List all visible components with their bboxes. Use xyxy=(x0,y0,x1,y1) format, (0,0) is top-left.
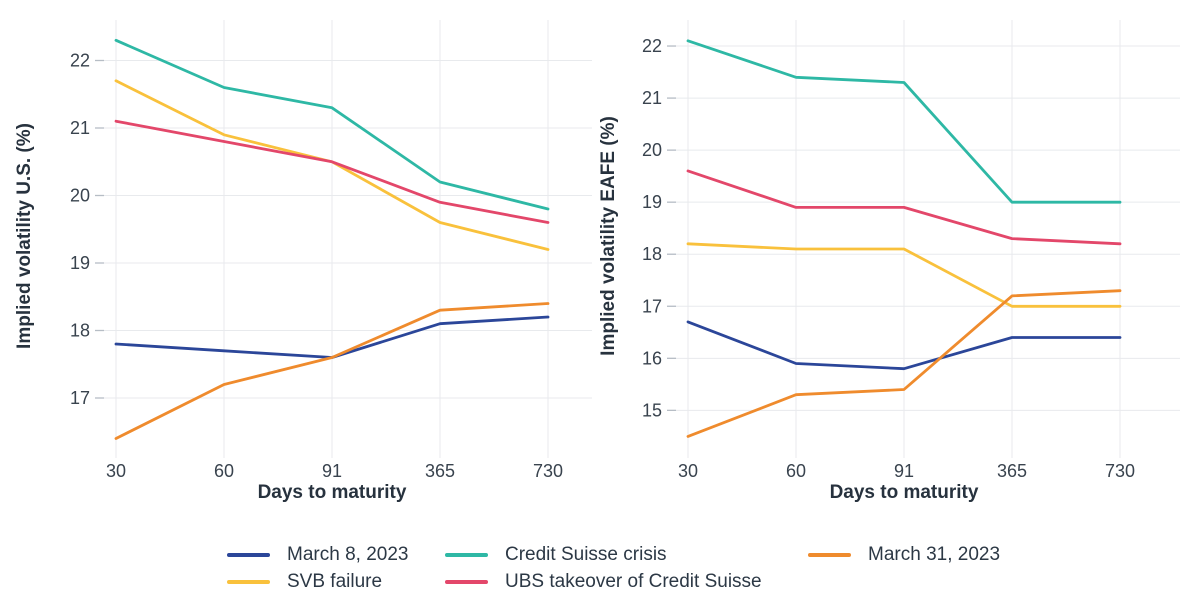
legend-label: March 31, 2023 xyxy=(868,543,1001,565)
series-line-march-31-2023 xyxy=(686,289,1122,438)
legend-column: Credit Suisse crisis UBS takeover of Cred… xyxy=(445,541,762,595)
y-tick-label: 18 xyxy=(70,321,90,341)
x-tick-label: 30 xyxy=(106,461,126,481)
x-axis-title: Days to maturity xyxy=(830,482,979,503)
legend-swatch-icon xyxy=(227,579,270,584)
series-line-credit-suisse-crisis xyxy=(114,38,550,211)
y-tick-label: 15 xyxy=(642,400,662,420)
y-tick-label: 18 xyxy=(642,244,662,264)
y-tick-label: 17 xyxy=(642,296,662,316)
charts-canvas: 17 18 19 20 21 22 30 60 91 365 730 Implied volatili… xyxy=(14,20,1180,503)
x-tick-label: 30 xyxy=(678,461,698,481)
y-axis-title: Implied volatility U.S. (%) xyxy=(14,123,35,349)
x-tick-label: 60 xyxy=(214,461,234,481)
legend-item-march-8-2023: March 8, 2023 xyxy=(227,541,408,568)
legend-label: UBS takeover of Credit Suisse xyxy=(505,570,762,592)
legend-column: March 31, 2023 xyxy=(808,541,1000,568)
y-tick-label: 21 xyxy=(642,88,662,108)
y-tick-label: 19 xyxy=(642,192,662,212)
legend-swatch-icon xyxy=(227,552,270,557)
y-tick-label: 20 xyxy=(642,140,662,160)
x-tick-label: 91 xyxy=(894,461,914,481)
legend-label: SVB failure xyxy=(287,570,383,592)
x-tick-label: 730 xyxy=(533,461,563,481)
series-line-ubs-takeover-of-credit-suisse xyxy=(114,119,550,224)
legend: March 8, 2023 SVB failure Credit Suisse cr… xyxy=(0,541,1200,600)
series-line-svb-failure xyxy=(686,242,1122,308)
legend-item-march-31-2023: March 31, 2023 xyxy=(808,541,1000,568)
chart-implied-volatility-us: 17 18 19 20 21 22 30 60 91 365 730 Implied volatili… xyxy=(14,20,592,503)
y-axis-title: Implied volatility EAFE (%) xyxy=(598,116,619,356)
x-axis-title: Days to maturity xyxy=(258,482,407,503)
legend-item-credit-suisse-crisis: Credit Suisse crisis xyxy=(445,541,762,568)
chart-implied-volatility-eafe: 15 16 17 18 19 20 21 22 30 60 91 365 730 Implied vola… xyxy=(598,20,1180,503)
y-tick-label: 22 xyxy=(70,51,90,71)
x-tick-label: 730 xyxy=(1105,461,1135,481)
x-tick-label: 60 xyxy=(786,461,806,481)
legend-label: Credit Suisse crisis xyxy=(505,543,667,565)
y-tick-label: 20 xyxy=(70,186,90,206)
legend-swatch-icon xyxy=(445,552,488,557)
x-tick-label: 365 xyxy=(997,461,1027,481)
y-tick-label: 16 xyxy=(642,348,662,368)
legend-label: March 8, 2023 xyxy=(287,543,409,565)
y-tick-label: 22 xyxy=(642,36,662,56)
legend-column: March 8, 2023 SVB failure xyxy=(227,541,408,595)
x-tick-label: 91 xyxy=(322,461,342,481)
legend-item-svb-failure: SVB failure xyxy=(227,568,408,595)
series-line-ubs-takeover-of-credit-suisse xyxy=(686,169,1122,246)
y-tick-label: 21 xyxy=(70,118,90,138)
x-tick-label: 365 xyxy=(425,461,455,481)
legend-item-ubs-takeover-of-credit-suisse: UBS takeover of Credit Suisse xyxy=(445,568,762,595)
series-line-credit-suisse-crisis xyxy=(686,39,1122,204)
series-line-march-8-2023 xyxy=(686,320,1122,371)
series-line-march-31-2023 xyxy=(114,302,550,440)
y-tick-label: 17 xyxy=(70,388,90,408)
legend-swatch-icon xyxy=(808,552,851,557)
y-tick-label: 19 xyxy=(70,253,90,273)
legend-swatch-icon xyxy=(445,579,488,584)
